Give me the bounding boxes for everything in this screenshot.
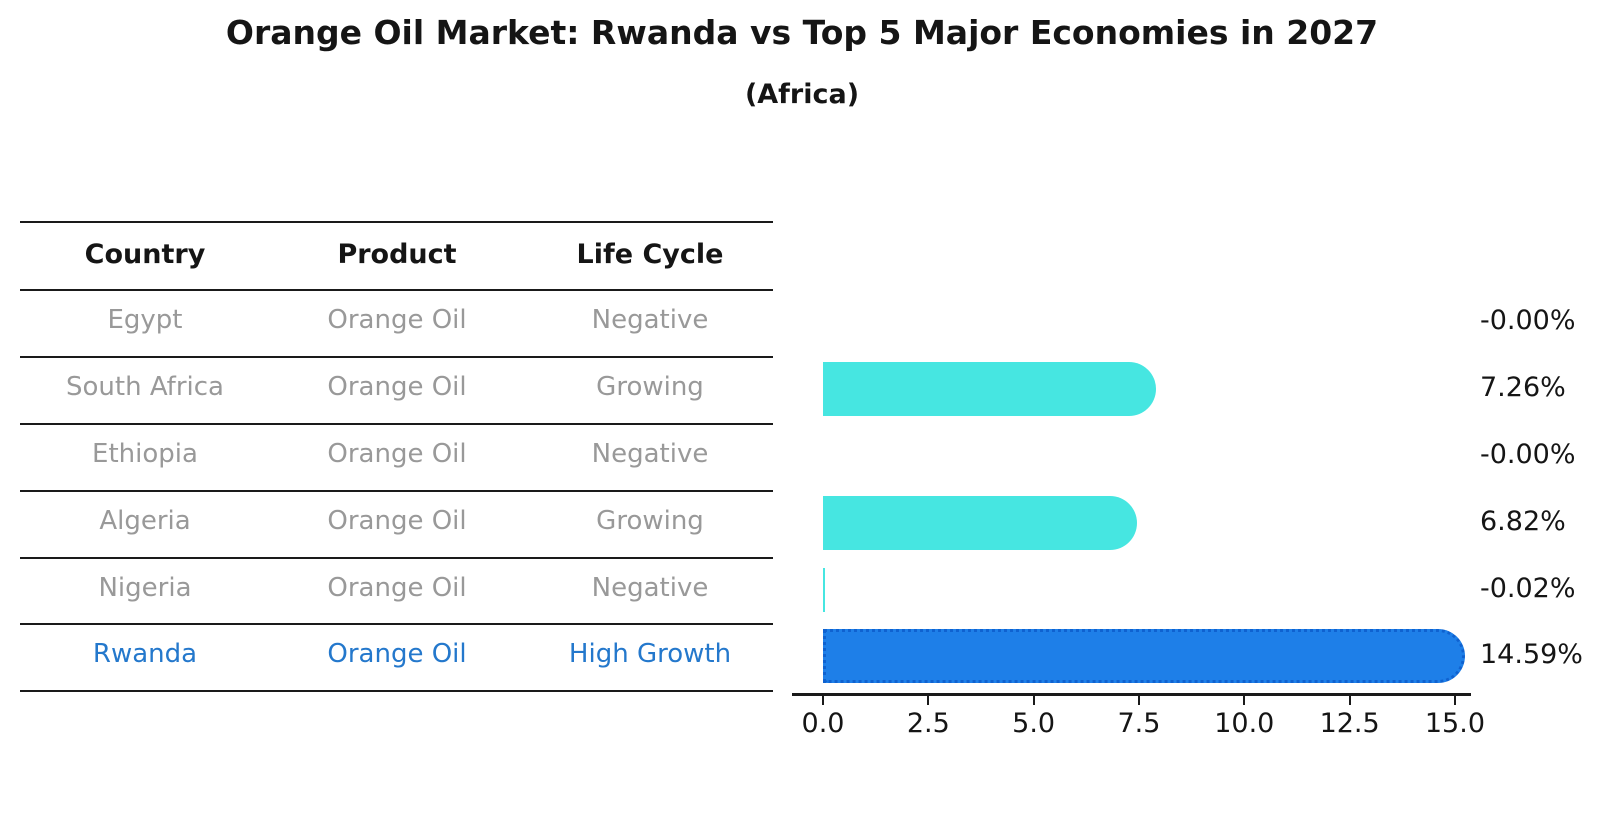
x-axis-tick-label: 12.5 [1319,708,1380,739]
cell-product: Orange Oil [327,439,467,469]
cell-product: Orange Oil [327,573,467,603]
value-label-ethiopia: -0.00% [1480,439,1576,470]
x-axis-tick [927,696,930,705]
cell-country: Ethiopia [92,439,198,469]
cell-life-cycle: Negative [591,439,709,469]
x-axis-tick-label: 5.0 [1012,708,1056,739]
table-row-south-africa: South Africa Orange Oil Growing [0,372,800,408]
value-label-algeria: 6.82% [1480,506,1566,537]
table-header-country: Country [84,239,206,270]
table-row-algeria: Algeria Orange Oil Growing [0,506,800,542]
cell-product: Orange Oil [327,372,467,402]
cell-product: Orange Oil [327,639,467,669]
bar-south-africa [823,362,1156,416]
bar-nigeria [823,568,825,612]
x-axis-tick [1137,696,1140,705]
x-axis-tick [822,696,824,705]
table-row-divider [20,356,773,358]
table-header-divider [20,289,773,291]
cell-life-cycle: High Growth [568,639,732,669]
table-border-bottom [20,690,773,692]
cell-country: Egypt [107,305,183,335]
x-axis-tick-label: 2.5 [906,708,950,739]
table-row-nigeria: Nigeria Orange Oil Negative [0,573,800,609]
cell-product: Orange Oil [327,305,467,335]
table-header-row: Country Product Life Cycle [0,239,800,275]
value-label-egypt: -0.00% [1480,305,1576,336]
chart-subtitle: (Africa) [744,79,860,110]
bar-algeria [823,496,1138,550]
value-label-south-africa: 7.26% [1480,372,1566,403]
table-row-divider [20,557,773,559]
cell-life-cycle: Negative [591,305,709,335]
x-axis-tick-label: 7.5 [1117,708,1161,739]
table-row-divider [20,490,773,492]
cell-life-cycle: Growing [596,506,704,536]
value-label-nigeria: -0.02% [1480,573,1576,604]
cell-life-cycle: Growing [596,372,704,402]
x-axis-tick [1453,696,1456,705]
x-axis-line [792,693,1471,696]
x-axis-tick [1032,696,1035,705]
cell-country: Rwanda [92,639,198,669]
table-header-product: Product [337,239,457,270]
x-axis-tick-label: 10.0 [1214,708,1275,739]
cell-product: Orange Oil [327,506,467,536]
chart-title: Orange Oil Market: Rwanda vs Top 5 Major… [225,13,1379,52]
table-row-ethiopia: Ethiopia Orange Oil Negative [0,439,800,475]
x-axis-tick [1243,696,1246,705]
x-axis-tick [1348,696,1351,705]
table-header-life-cycle: Life Cycle [576,239,724,270]
cell-country: South Africa [66,372,224,402]
table-row-egypt: Egypt Orange Oil Negative [0,305,800,341]
cell-country: Nigeria [98,573,192,603]
x-axis-tick-label: 0.0 [801,708,845,739]
table-row-divider [20,623,773,625]
table-row-rwanda: Rwanda Orange Oil High Growth [0,639,800,675]
cell-country: Algeria [99,506,191,536]
bar-rwanda-highlight [823,629,1465,683]
x-axis-tick-label: 15.0 [1424,708,1485,739]
cell-life-cycle: Negative [591,573,709,603]
table-row-divider [20,423,773,425]
table-border-top [20,221,773,223]
value-label-rwanda: 14.59% [1480,639,1583,670]
